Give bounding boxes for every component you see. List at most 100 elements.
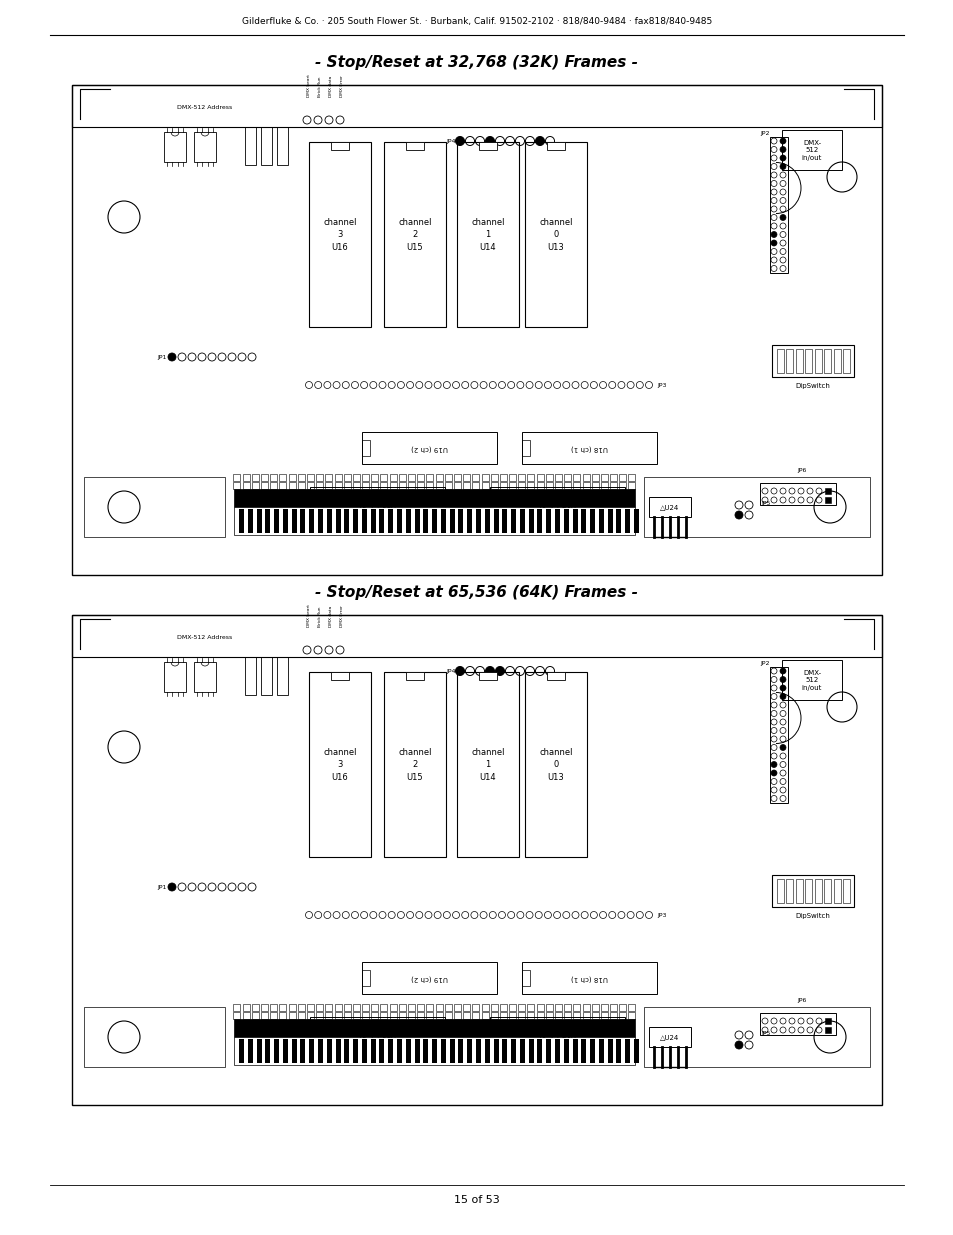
Bar: [233, 482, 240, 489]
Circle shape: [734, 511, 742, 519]
Text: - Stop/Reset at 65,536 (64K) Frames -: - Stop/Reset at 65,536 (64K) Frames -: [315, 585, 638, 600]
Bar: [361, 509, 367, 534]
Bar: [760, 1013, 835, 1035]
Bar: [261, 1004, 268, 1010]
Bar: [398, 482, 405, 489]
Bar: [478, 142, 497, 149]
Bar: [436, 482, 442, 489]
Bar: [610, 473, 617, 480]
Bar: [297, 473, 304, 480]
Bar: [521, 432, 657, 464]
Bar: [432, 509, 436, 534]
Bar: [343, 482, 351, 489]
Bar: [297, 1004, 304, 1010]
Bar: [164, 132, 186, 162]
Bar: [270, 473, 277, 480]
Bar: [233, 1019, 635, 1037]
Bar: [233, 1037, 635, 1065]
Text: Gilderfluke & Co. · 205 South Flower St. · Burbank, Calif. 91502-2102 · 818/840-: Gilderfluke & Co. · 205 South Flower St.…: [242, 17, 711, 26]
Text: Brick Run: Brick Run: [317, 77, 322, 98]
Bar: [426, 1004, 433, 1010]
Bar: [315, 473, 323, 480]
Bar: [325, 482, 332, 489]
Bar: [310, 495, 317, 511]
Bar: [580, 509, 586, 534]
Bar: [193, 662, 215, 692]
Bar: [396, 1039, 401, 1063]
Bar: [292, 1039, 296, 1063]
Circle shape: [780, 685, 785, 692]
Bar: [456, 142, 518, 327]
Bar: [484, 509, 489, 534]
Bar: [555, 482, 561, 489]
Bar: [325, 1004, 332, 1010]
Bar: [499, 1011, 506, 1019]
Circle shape: [780, 745, 785, 751]
Bar: [242, 1011, 250, 1019]
Bar: [481, 473, 488, 480]
Bar: [476, 1039, 480, 1063]
Bar: [458, 509, 463, 534]
Circle shape: [168, 883, 175, 890]
Text: △U24: △U24: [659, 504, 679, 510]
Bar: [315, 1004, 323, 1010]
Bar: [573, 1004, 579, 1010]
Bar: [804, 879, 812, 903]
Bar: [527, 1004, 534, 1010]
Bar: [242, 1004, 250, 1010]
Bar: [537, 1004, 543, 1010]
Bar: [555, 473, 561, 480]
Bar: [472, 1011, 478, 1019]
Bar: [274, 1039, 279, 1063]
Circle shape: [780, 694, 785, 699]
Bar: [398, 1004, 405, 1010]
Bar: [524, 672, 586, 857]
Bar: [309, 142, 371, 327]
Bar: [261, 482, 268, 489]
Bar: [335, 473, 341, 480]
Text: channel
3
U16: channel 3 U16: [323, 217, 356, 252]
Bar: [344, 509, 349, 534]
Circle shape: [485, 667, 494, 676]
Text: JP2: JP2: [760, 661, 769, 666]
Bar: [261, 473, 268, 480]
Circle shape: [780, 138, 785, 144]
Circle shape: [780, 668, 785, 674]
Text: JP5: JP5: [760, 500, 770, 505]
Bar: [563, 509, 568, 534]
Bar: [331, 672, 349, 680]
Bar: [300, 1039, 305, 1063]
Bar: [537, 1011, 543, 1019]
Bar: [628, 1004, 635, 1010]
Bar: [546, 1039, 551, 1063]
Bar: [814, 350, 821, 373]
Text: channel
3
U16: channel 3 U16: [323, 747, 356, 782]
Bar: [528, 509, 533, 534]
Bar: [616, 1039, 620, 1063]
Bar: [517, 1004, 525, 1010]
Bar: [490, 1016, 624, 1049]
Bar: [233, 473, 240, 480]
Bar: [537, 482, 543, 489]
Bar: [467, 509, 472, 534]
Bar: [361, 962, 497, 994]
Bar: [389, 473, 396, 480]
Text: JP6: JP6: [797, 468, 806, 473]
Bar: [610, 1011, 617, 1019]
Bar: [545, 482, 552, 489]
Bar: [252, 1004, 258, 1010]
Bar: [371, 1004, 378, 1010]
Bar: [193, 132, 215, 162]
Bar: [432, 1039, 436, 1063]
Bar: [261, 127, 272, 165]
Circle shape: [770, 231, 776, 237]
Text: DMX data: DMX data: [329, 75, 333, 98]
Bar: [555, 1011, 561, 1019]
Bar: [362, 473, 369, 480]
Bar: [449, 1039, 455, 1063]
Bar: [462, 482, 470, 489]
Bar: [511, 509, 516, 534]
Bar: [517, 473, 525, 480]
Bar: [484, 1039, 489, 1063]
Bar: [297, 482, 304, 489]
